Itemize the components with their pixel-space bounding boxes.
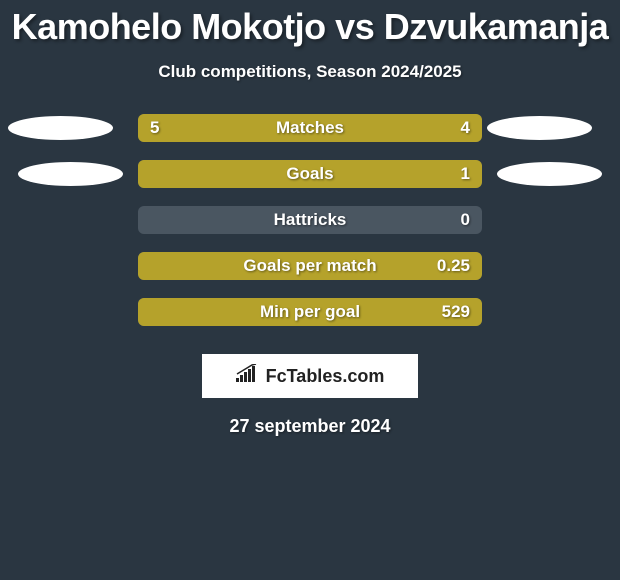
right-ellipse [497, 162, 602, 186]
left-ellipse [18, 162, 123, 186]
bar-right [138, 298, 482, 326]
right-ellipse [487, 116, 592, 140]
bar-chart-icon [236, 364, 260, 389]
subtitle: Club competitions, Season 2024/2025 [0, 62, 620, 82]
bar-track [138, 114, 482, 142]
page-title: Kamohelo Mokotjo vs Dzvukamanja [0, 0, 620, 48]
stat-row: Min per goal529 [0, 298, 620, 344]
logo-box: FcTables.com [202, 354, 418, 398]
bar-track [138, 206, 482, 234]
right-value: 0 [461, 206, 470, 234]
stat-row: Matches54 [0, 114, 620, 160]
stat-row: Goals per match0.25 [0, 252, 620, 298]
stat-row: Goals1 [0, 160, 620, 206]
right-value: 0.25 [437, 252, 470, 280]
logo: FcTables.com [236, 364, 385, 389]
right-value: 529 [442, 298, 470, 326]
bar-track [138, 160, 482, 188]
right-value: 1 [461, 160, 470, 188]
left-ellipse [8, 116, 113, 140]
bar-left [138, 114, 329, 142]
logo-text: FcTables.com [266, 366, 385, 387]
bar-right [138, 252, 482, 280]
bar-right [329, 114, 482, 142]
stat-row: Hattricks0 [0, 206, 620, 252]
bar-right [138, 160, 482, 188]
date-text: 27 september 2024 [0, 416, 620, 437]
right-value: 4 [461, 114, 470, 142]
bar-track [138, 298, 482, 326]
left-value: 5 [150, 114, 159, 142]
comparison-container: Kamohelo Mokotjo vs Dzvukamanja Club com… [0, 0, 620, 580]
bar-track [138, 252, 482, 280]
stat-rows: Matches54Goals1Hattricks0Goals per match… [0, 114, 620, 344]
